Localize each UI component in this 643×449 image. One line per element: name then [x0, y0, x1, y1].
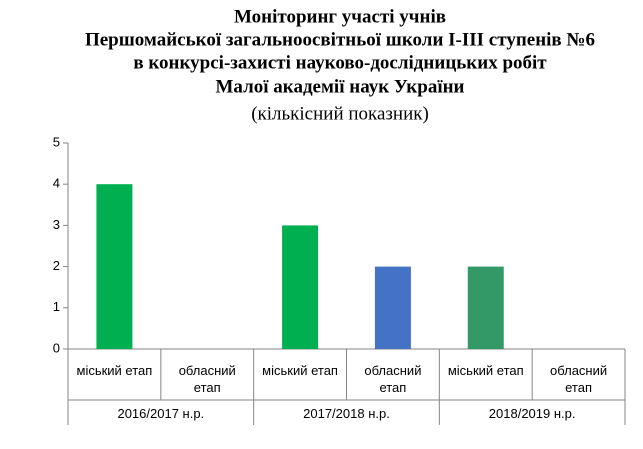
- group-label: 2018/2019 н.р.: [488, 406, 576, 421]
- group-label: 2017/2018 н.р.: [303, 406, 390, 421]
- group-label: 2016/2017 н.р.: [117, 406, 205, 421]
- bar: [467, 266, 504, 349]
- chart-title: Моніторинг участі учнів: [234, 6, 446, 27]
- y-tick-label: 0: [53, 340, 60, 355]
- y-tick-label: 1: [53, 299, 60, 314]
- y-tick-label: 5: [53, 134, 60, 149]
- bar: [282, 225, 319, 349]
- chart-title: Малої академії наук України: [216, 76, 465, 97]
- bar: [374, 266, 411, 349]
- y-tick-label: 4: [53, 176, 60, 191]
- x-tick-label: міський етап: [447, 363, 524, 378]
- x-tick-label: обласний етап: [364, 363, 422, 395]
- x-tick-label: міський етап: [76, 363, 153, 378]
- x-tick-label: міський етап: [262, 363, 338, 378]
- x-tick-label: обласний етап: [178, 363, 236, 395]
- y-tick-label: 2: [53, 258, 60, 273]
- x-tick-label: обласний етап: [550, 363, 608, 395]
- chart-subtitle: (кількісний показник): [251, 103, 429, 124]
- bar: [96, 184, 133, 349]
- chart-title: в конкурсі-захисті науково-дослідницьких…: [133, 52, 547, 73]
- y-tick-label: 3: [53, 217, 60, 232]
- chart-title: Першомайської загальноосвітньої школи І-…: [85, 29, 595, 50]
